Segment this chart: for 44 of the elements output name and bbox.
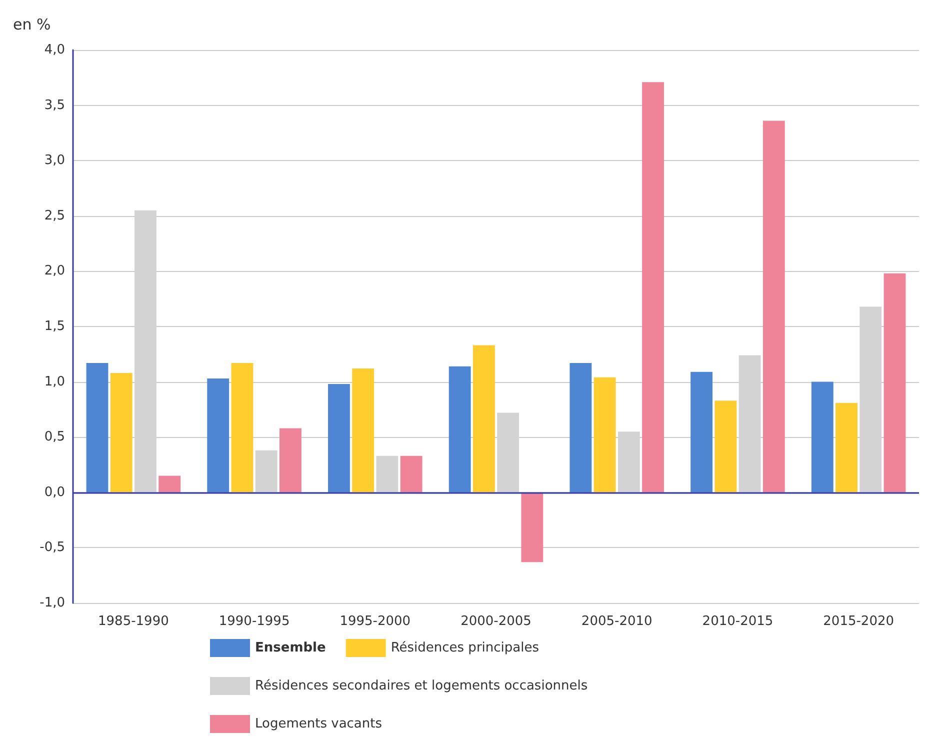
x-tick-label: 1995-2000 [340,614,411,629]
bar [158,476,181,492]
bar [328,384,350,492]
bar [570,363,592,492]
y-tick-label: 2,5 [44,208,65,224]
y-tick-label: 3,0 [44,153,65,168]
bar [279,428,302,492]
y-tick-label: 4,0 [44,42,65,58]
bar [207,378,230,492]
x-tick-label: 1985-1990 [98,614,169,629]
bar [594,377,616,492]
bar [110,372,132,492]
x-tick-label: 2015-2020 [823,614,894,629]
x-tick-label: 2000-2005 [460,614,532,629]
y-axis-title: en % [13,16,51,34]
bar [86,363,108,492]
legend-label: Ensemble [255,640,326,656]
legend-label: Logements vacants [255,716,382,732]
legend-label: Résidences principales [390,640,540,656]
y-tick-label: 1,5 [44,319,65,334]
y-tick-label: 3,5 [44,98,65,113]
bar [836,402,858,492]
bar [521,492,544,562]
bar [884,273,906,492]
y-tick-label: -0,5 [40,540,65,556]
bar [352,368,374,492]
x-tick-label: 1990-1995 [218,614,290,629]
x-tick-label: 2005-2010 [581,614,652,629]
bar [642,82,664,492]
y-tick-label: 0,0 [44,484,65,500]
bar [472,345,495,492]
x-tick-label: 2010-2015 [702,614,774,629]
legend-label: Résidences secondaires et logements occasionnels [255,678,588,694]
bar [400,456,422,492]
bar [811,382,834,492]
y-tick-label: 2,0 [44,264,65,279]
bar [762,120,785,492]
bar [714,400,737,492]
bar [690,372,713,492]
y-tick-label: 0,5 [44,430,65,445]
bar [231,363,254,492]
y-tick-label: 1,0 [44,374,65,390]
bar [448,366,471,492]
y-tick-label: -1,0 [40,596,65,610]
